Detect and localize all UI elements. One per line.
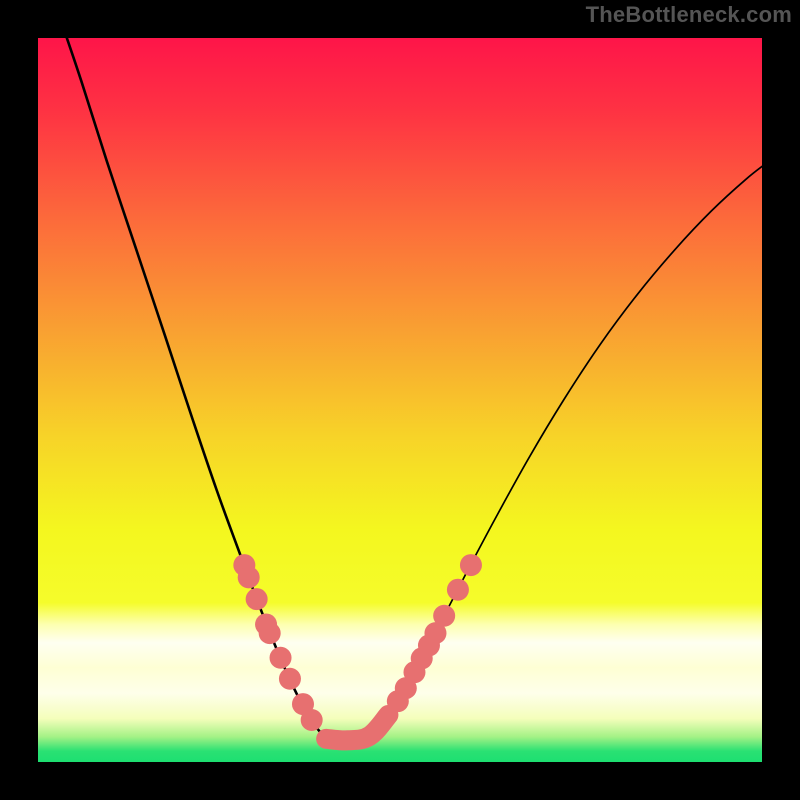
watermark-text: TheBottleneck.com (586, 2, 792, 28)
pink-dot-left (301, 709, 323, 731)
gradient-background (38, 38, 762, 762)
pink-dot-left (238, 566, 260, 588)
pink-dot-left (270, 647, 292, 669)
pink-dot-left (246, 588, 268, 610)
pink-dot-left (279, 668, 301, 690)
bottleneck-chart (38, 38, 762, 762)
pink-dot-left (259, 622, 281, 644)
pink-dot-right (433, 605, 455, 627)
pink-dot-right (460, 554, 482, 576)
pink-dot-right (447, 579, 469, 601)
